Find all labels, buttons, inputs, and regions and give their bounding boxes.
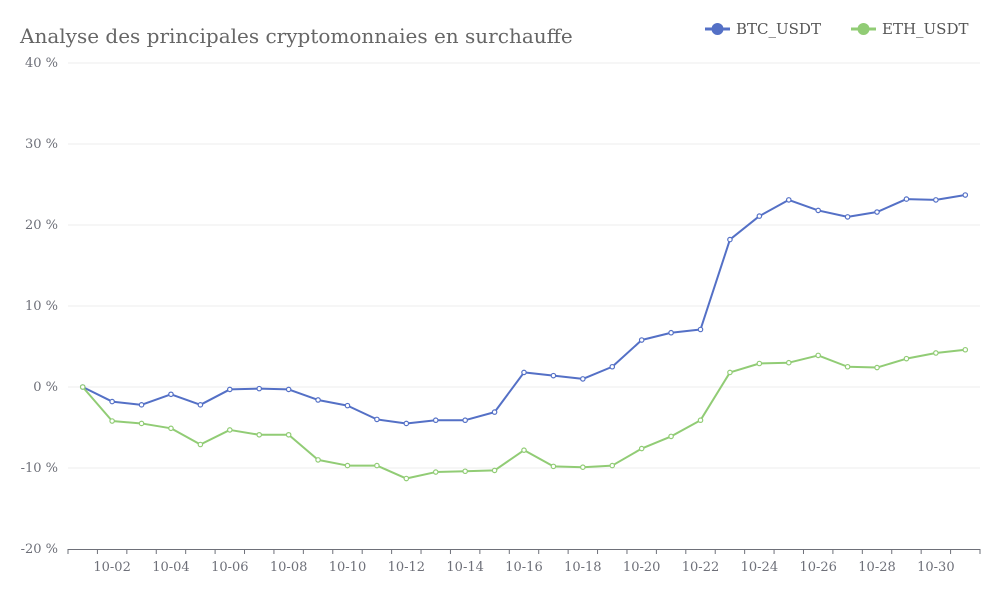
data-point: [815, 207, 821, 214]
series-layer: [79, 192, 969, 482]
data-point: [315, 397, 321, 403]
data-point: [727, 236, 733, 243]
x-tick-label: 10-30: [917, 560, 954, 575]
legend-label: BTC_USDT: [736, 20, 821, 38]
data-point: [903, 355, 910, 362]
legend-label: ETH_USDT: [882, 20, 968, 38]
legend[interactable]: BTC_USDT ETH_USDT: [705, 20, 968, 38]
data-point: [462, 468, 468, 475]
data-point: [874, 209, 880, 215]
y-tick-label: 40 %: [25, 56, 58, 71]
data-point: [197, 402, 204, 408]
data-point: [256, 385, 263, 392]
data-point: [432, 469, 439, 475]
data-point: [697, 417, 704, 424]
x-tick-label: 10-26: [799, 560, 836, 575]
data-point: [374, 462, 380, 469]
data-point: [638, 445, 645, 452]
data-point: [285, 386, 292, 393]
data-point: [962, 346, 969, 353]
data-point: [344, 402, 351, 409]
data-point: [727, 369, 733, 376]
data-point: [138, 420, 145, 427]
data-point: [227, 427, 233, 433]
data-point: [521, 447, 527, 453]
data-point: [491, 409, 498, 415]
data-point: [521, 369, 527, 376]
data-point: [374, 416, 380, 423]
x-tick-label: 10-08: [270, 560, 307, 575]
x-tick-label: 10-06: [211, 560, 248, 575]
data-point: [609, 462, 616, 469]
series-line: [81, 348, 966, 480]
y-tick-label: 20 %: [25, 218, 58, 233]
data-point: [550, 372, 557, 379]
x-tick-label: 10-18: [564, 560, 601, 575]
data-point: [491, 467, 498, 474]
data-point: [844, 214, 851, 220]
series-btc_usdt: [79, 192, 969, 427]
data-point: [580, 376, 586, 382]
data-point: [785, 359, 792, 366]
data-point: [756, 213, 763, 219]
data-point: [874, 364, 880, 371]
data-point: [109, 418, 115, 424]
data-point: [815, 352, 821, 359]
x-tick-label: 10-12: [388, 560, 425, 575]
chart-title: Analyse des principales cryptomonnaies e…: [19, 24, 573, 48]
x-tick-label: 10-02: [93, 560, 130, 575]
data-point: [109, 398, 115, 405]
grid-layer: [68, 62, 980, 469]
data-point: [462, 417, 468, 424]
x-tick-label: 10-20: [623, 560, 660, 575]
x-tick-label: 10-24: [741, 560, 778, 575]
data-point: [138, 402, 145, 408]
data-point: [933, 350, 939, 356]
x-tick-label: 10-22: [682, 560, 719, 575]
data-point: [79, 384, 86, 390]
data-point: [933, 197, 939, 203]
data-point: [227, 386, 233, 393]
data-point: [403, 475, 410, 482]
legend-item[interactable]: BTC_USDT: [705, 20, 821, 38]
legend-item[interactable]: ETH_USDT: [851, 20, 968, 38]
data-point: [197, 441, 204, 448]
data-point: [609, 363, 616, 370]
legend-swatch-dot: [857, 23, 870, 35]
y-tick-label: -20 %: [21, 542, 58, 557]
data-point: [844, 363, 851, 370]
data-point: [403, 420, 410, 427]
x-tick-label: 10-14: [446, 560, 483, 575]
data-point: [668, 433, 674, 440]
y-tick-label: -10 %: [21, 461, 58, 476]
data-point: [638, 337, 645, 343]
data-point: [785, 197, 792, 203]
x-tick-label: 10-04: [152, 560, 189, 575]
data-point: [168, 425, 174, 432]
legend-swatch-dot: [711, 23, 724, 35]
data-point: [697, 326, 704, 333]
data-point: [168, 391, 174, 398]
data-point: [962, 192, 969, 198]
y-tick-label: 0 %: [33, 380, 58, 395]
data-point: [285, 431, 292, 438]
y-tick-label: 30 %: [25, 137, 58, 152]
y-tick-label: 10 %: [25, 299, 58, 314]
data-point: [668, 329, 674, 336]
data-point: [550, 463, 557, 470]
data-point: [903, 196, 910, 202]
x-tick-label: 10-16: [505, 560, 542, 575]
x-tick-label: 10-10: [329, 560, 366, 575]
x-tick-label: 10-28: [858, 560, 895, 575]
data-point: [432, 417, 439, 424]
data-point: [344, 462, 351, 469]
series-line: [82, 194, 966, 425]
data-point: [580, 464, 586, 470]
data-point: [756, 360, 763, 367]
data-point: [256, 431, 263, 438]
axis-layer: 40 % 30 % 20 % 10 % 0 % -10 % -20 % 10-02 10-04 1…: [21, 56, 981, 575]
data-point: [315, 457, 321, 463]
series-eth_usdt: [79, 346, 969, 482]
